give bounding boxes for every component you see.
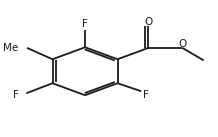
Text: O: O [178,39,186,49]
Text: O: O [144,17,153,27]
Text: F: F [13,90,19,100]
Text: F: F [82,19,88,29]
Text: Me: Me [3,43,18,53]
Text: F: F [143,90,149,100]
